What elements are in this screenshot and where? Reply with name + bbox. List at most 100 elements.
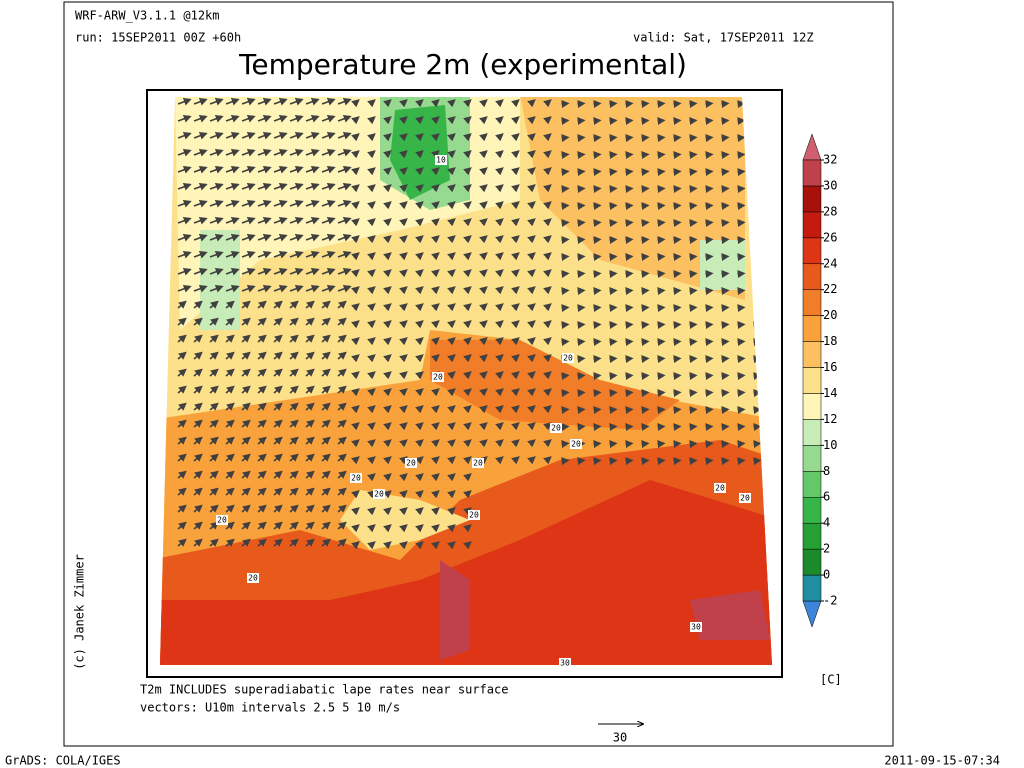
- wind-vector: [705, 372, 714, 381]
- wind-vector: [273, 487, 283, 496]
- wind-vector: [463, 354, 472, 363]
- wind-vector: [367, 371, 376, 380]
- wind-vector: [321, 182, 336, 191]
- wind-vector: [351, 116, 360, 125]
- wind-vector: [753, 287, 762, 296]
- wind-vector: [241, 504, 251, 513]
- wind-vector: [383, 456, 392, 465]
- wind-vector: [495, 99, 504, 108]
- wind-vector: [383, 541, 392, 550]
- wind-vector: [737, 406, 746, 415]
- contour-label: 10: [436, 156, 446, 165]
- map: [160, 97, 772, 665]
- wind-vector: [351, 286, 360, 295]
- wind-vector: [527, 320, 536, 329]
- wind-vector: [527, 167, 536, 176]
- wind-vector: [721, 321, 730, 330]
- wind-vector: [351, 354, 360, 363]
- wind-vector: [209, 131, 224, 140]
- wind-vector: [737, 270, 746, 279]
- wind-vector: [527, 337, 536, 346]
- wind-vector: [657, 117, 666, 126]
- wind-vector: [415, 354, 424, 363]
- wind-vector: [305, 148, 320, 157]
- wind-vector: [383, 371, 392, 380]
- wind-vector: [593, 202, 602, 211]
- wind-vector: [193, 368, 203, 377]
- contour-label: 20: [469, 511, 479, 520]
- wind-vector: [273, 385, 283, 394]
- wind-vector: [399, 167, 408, 176]
- wind-vector: [753, 270, 762, 279]
- wind-vector: [351, 490, 360, 499]
- wind-vector: [753, 100, 762, 109]
- wind-vector: [431, 99, 440, 108]
- wind-vector: [447, 303, 456, 312]
- wind-vector: [177, 538, 187, 547]
- wind-vector: [305, 182, 320, 191]
- wind-vector: [383, 507, 392, 516]
- wind-vector: [209, 351, 219, 360]
- wind-vector: [543, 303, 552, 312]
- wind-vector: [561, 321, 570, 330]
- wind-vector: [447, 354, 456, 363]
- wind-vector: [257, 436, 267, 445]
- wind-vector: [609, 457, 618, 466]
- wind-vector: [689, 321, 698, 330]
- wind-vector: [641, 406, 650, 415]
- wind-vector: [415, 184, 424, 193]
- wind-vector: [193, 521, 203, 530]
- wind-vector: [193, 317, 203, 326]
- contour-label-box: [468, 510, 480, 520]
- wind-vector: [305, 538, 315, 547]
- wind-vector: [351, 337, 360, 346]
- colorbar-triangle: [802, 600, 822, 628]
- wind-vector: [705, 338, 714, 347]
- wind-vector: [225, 487, 235, 496]
- wind-vector: [383, 439, 392, 448]
- wind-vector: [625, 117, 634, 126]
- wind-vector: [479, 303, 488, 312]
- wind-vector: [257, 199, 272, 208]
- wind-vector: [657, 338, 666, 347]
- wind-vector: [305, 97, 320, 106]
- colorbar-tick-label: 30: [823, 178, 837, 192]
- wind-vector: [351, 405, 360, 414]
- colorbar-segment: [802, 211, 822, 239]
- wind-vector: [737, 151, 746, 160]
- wind-vector: [399, 99, 408, 108]
- wind-vector: [479, 167, 488, 176]
- wind-vector: [273, 182, 288, 191]
- wind-vector: [257, 368, 267, 377]
- wind-vector: [321, 148, 336, 157]
- wind-vector: [689, 423, 698, 432]
- wind-vector: [367, 201, 376, 210]
- wind-vector: [577, 355, 586, 364]
- wind-vector: [225, 182, 240, 191]
- contour-label: 20: [473, 459, 483, 468]
- wind-vector: [431, 541, 440, 550]
- colorbar-segment: [802, 289, 822, 316]
- wind-vector: [177, 334, 187, 343]
- wind-vector: [383, 337, 392, 346]
- wind-vector: [673, 389, 682, 398]
- wind-vector: [463, 167, 472, 176]
- wind-vector: [273, 114, 288, 123]
- wind-vector: [289, 114, 304, 123]
- wind-vector: [609, 355, 618, 364]
- wind-vector: [193, 284, 208, 293]
- wind-vector: [625, 304, 634, 313]
- wind-vector: [543, 201, 552, 210]
- wind-vector: [415, 116, 424, 125]
- wind-vector: [593, 372, 602, 381]
- wind-vector: [495, 116, 504, 125]
- wind-vector: [479, 133, 488, 142]
- wind-vector: [753, 423, 762, 432]
- wind-vector: [577, 457, 586, 466]
- wind-vector: [177, 97, 192, 106]
- wind-vector: [383, 405, 392, 414]
- wind-vector: [479, 184, 488, 193]
- wind-vector: [257, 470, 267, 479]
- wind-vector: [305, 131, 320, 140]
- wind-vector: [289, 300, 299, 309]
